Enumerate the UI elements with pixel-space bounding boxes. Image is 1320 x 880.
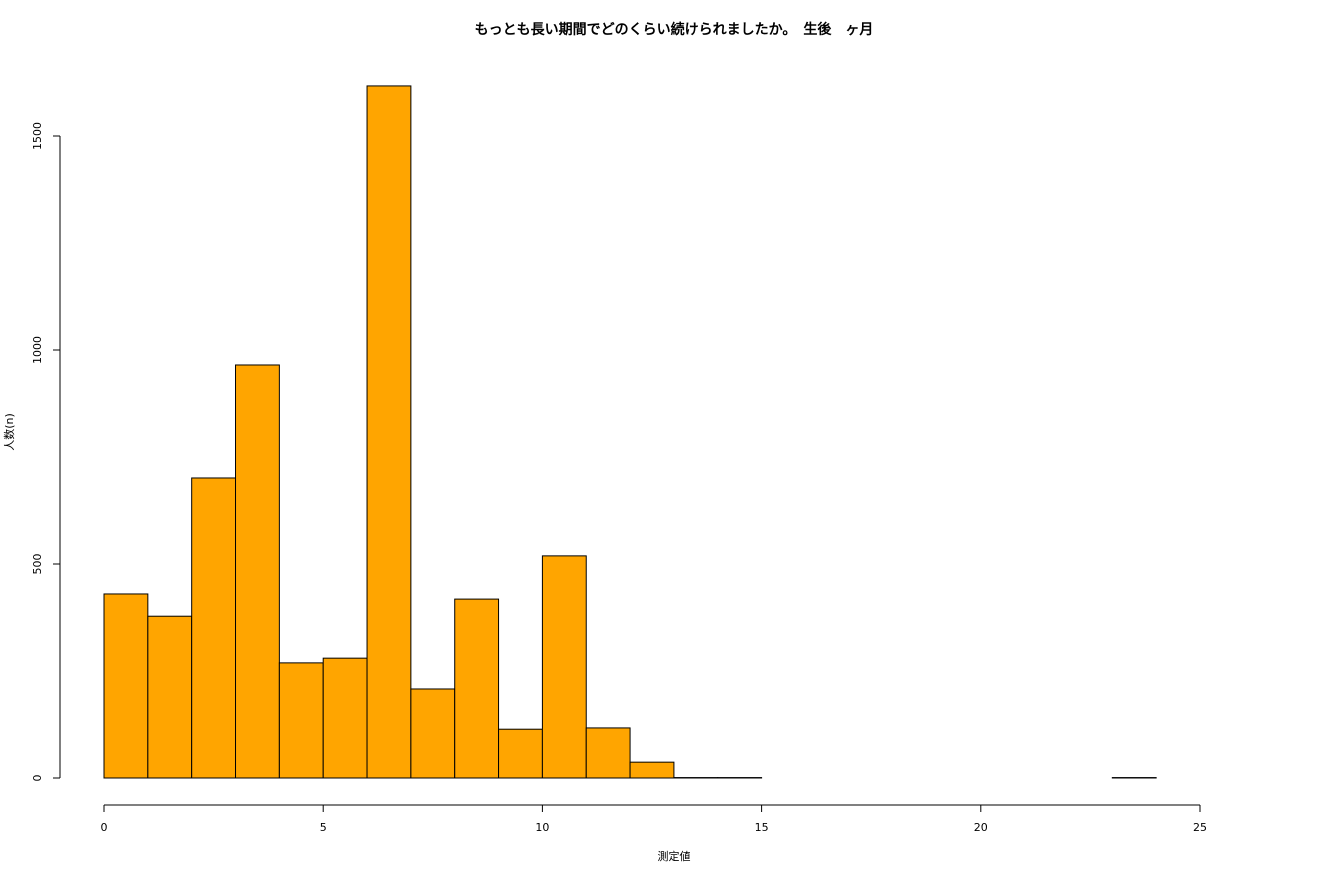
x-tick-label: 20 <box>974 821 988 834</box>
bar <box>585 727 631 779</box>
y-axis-label: 人数(n) <box>3 413 16 451</box>
x-axis-label: 測定値 <box>658 849 691 863</box>
y-tick-label: 0 <box>31 775 44 782</box>
bar <box>278 662 324 779</box>
bar <box>541 555 587 779</box>
x-tick-label: 5 <box>320 821 327 834</box>
x-tick-label: 0 <box>101 821 108 834</box>
x-tick-label: 15 <box>755 821 769 834</box>
bar <box>103 593 149 779</box>
y-tick-label: 1500 <box>31 122 44 150</box>
x-tick-label: 25 <box>1193 821 1207 834</box>
chart-title: もっとも長い期間でどのくらい続けられましたか。 生後 ヶ月 <box>475 21 874 38</box>
y-tick-label: 500 <box>31 554 44 575</box>
bar <box>147 615 193 779</box>
bar <box>235 364 280 779</box>
bar <box>498 728 543 779</box>
bar <box>454 598 500 779</box>
bar <box>629 761 675 779</box>
y-tick-label: 1000 <box>31 336 44 364</box>
bar <box>410 688 456 779</box>
x-tick-label: 10 <box>535 821 549 834</box>
bar <box>366 85 412 779</box>
bar <box>191 477 237 779</box>
bar <box>322 657 368 779</box>
